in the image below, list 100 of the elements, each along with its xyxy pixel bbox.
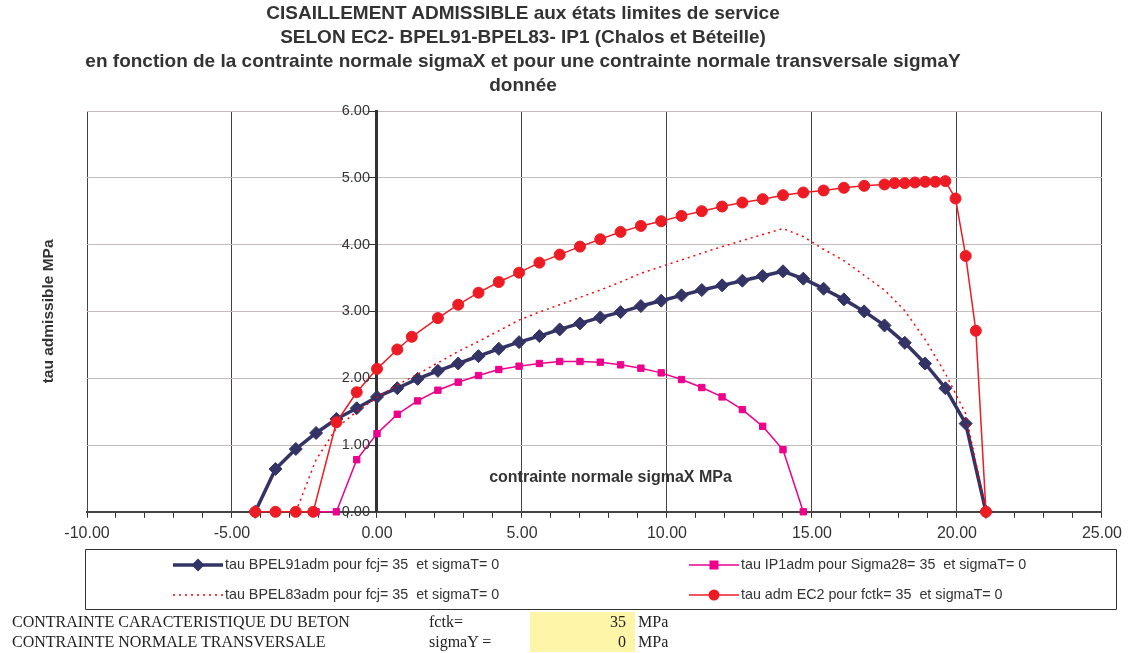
point — [596, 358, 604, 366]
text: MPa — [638, 612, 669, 632]
point — [391, 343, 404, 356]
point — [594, 233, 607, 246]
point — [369, 389, 384, 404]
point — [796, 271, 811, 286]
point — [405, 330, 418, 343]
point — [918, 356, 933, 371]
point — [309, 425, 324, 440]
point — [491, 341, 506, 356]
point — [370, 362, 383, 375]
point — [816, 281, 831, 296]
point — [958, 416, 973, 431]
point — [959, 249, 972, 262]
text: CONTRAINTE NORMALE TRANSVERSALE — [12, 632, 326, 652]
point — [472, 286, 485, 299]
point — [718, 393, 726, 401]
point — [939, 175, 952, 188]
point — [430, 363, 445, 378]
x-tick-label: 5.00 — [506, 523, 538, 541]
point — [616, 361, 625, 369]
text: 35 — [530, 612, 635, 632]
point — [878, 178, 891, 191]
point — [532, 329, 547, 344]
y-tick-label: 5.00 — [341, 168, 370, 185]
point — [817, 184, 830, 197]
point — [949, 192, 962, 205]
point — [674, 288, 689, 303]
point — [877, 318, 892, 333]
point — [929, 175, 942, 188]
y-tick-label: 3.00 — [341, 302, 370, 319]
point — [307, 505, 320, 518]
point — [576, 357, 584, 366]
point — [349, 401, 364, 416]
point — [695, 205, 708, 218]
text: CONTRAINTE CARACTERISTIQUE DU BETON — [12, 612, 350, 632]
point — [657, 369, 665, 377]
point — [533, 256, 546, 269]
point — [969, 324, 982, 337]
point — [677, 375, 686, 384]
point — [431, 312, 444, 325]
point — [513, 266, 526, 279]
point — [454, 378, 462, 386]
text: MPa — [638, 632, 669, 652]
point — [759, 422, 767, 430]
x-tick-label: 20.00 — [936, 523, 978, 541]
point — [350, 386, 363, 399]
point — [593, 310, 608, 325]
point — [535, 359, 544, 368]
y-tick-label: 4.00 — [341, 235, 370, 252]
x-tick-label: 25.00 — [1081, 523, 1123, 541]
point — [373, 429, 381, 438]
point — [410, 371, 425, 386]
point — [288, 442, 303, 457]
point — [938, 381, 953, 396]
chart-title: CISAILLEMENT ADMISSIBLE aux états limites de service SELON EC2- BPEL91-BPEL83- IP1 (Chalos et Béteille) en fonction de la contrainte normale sigmaX et pour une contrainte normale transversale sigmaY donnée — [85, 2, 961, 96]
point — [735, 273, 750, 288]
point — [553, 248, 566, 261]
point — [836, 292, 851, 307]
point — [269, 505, 282, 518]
point — [390, 381, 405, 396]
point — [289, 505, 302, 518]
point — [556, 357, 564, 366]
point — [716, 200, 729, 213]
y-tick-label: 2.00 — [341, 369, 370, 386]
point — [897, 335, 912, 350]
point — [858, 179, 871, 192]
point — [775, 264, 790, 279]
point — [495, 365, 503, 374]
point — [797, 186, 810, 199]
y-tick-label: 6.00 — [341, 102, 370, 118]
y-tick-label: 1.00 — [341, 436, 370, 452]
point — [573, 240, 586, 253]
point — [474, 371, 483, 380]
point — [452, 298, 465, 311]
point — [779, 445, 787, 454]
point — [898, 177, 911, 190]
point — [698, 383, 706, 392]
point — [492, 276, 505, 289]
legend-label: tau BPEL91adm pour fcj= 35 et sigmaT= 0 — [225, 555, 500, 572]
point — [515, 362, 523, 370]
point — [837, 181, 850, 194]
legend-label: tau BPEL83adm pour fcj= 35 et sigmaT= 0 — [225, 585, 500, 602]
point — [330, 416, 343, 429]
point — [614, 225, 627, 238]
point — [675, 209, 688, 222]
x-tick-label: -5.00 — [213, 523, 251, 541]
point — [756, 193, 769, 206]
point — [471, 349, 486, 364]
text: fctk= — [429, 612, 463, 632]
point — [633, 299, 648, 314]
legend-label: tau adm EC2 pour fctk= 35 et sigmaT= 0 — [741, 585, 1003, 602]
point — [434, 386, 442, 394]
point — [637, 364, 645, 372]
point — [451, 356, 466, 371]
point — [799, 508, 807, 516]
point — [738, 405, 747, 414]
point — [552, 322, 567, 337]
point — [512, 335, 527, 350]
point — [393, 410, 401, 418]
